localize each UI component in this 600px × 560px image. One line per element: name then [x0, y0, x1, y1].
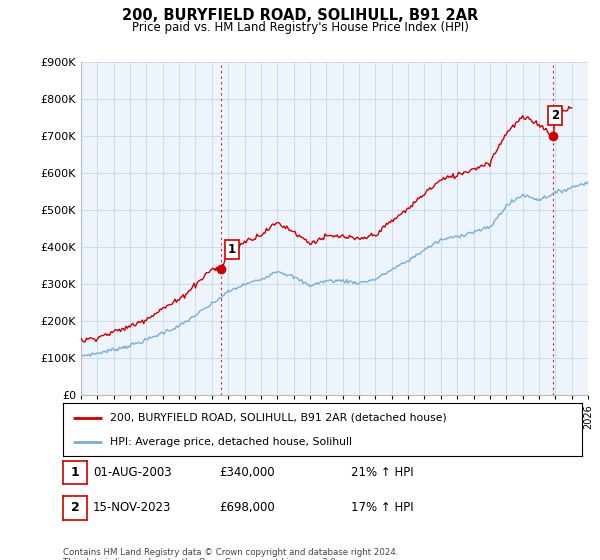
Text: 200, BURYFIELD ROAD, SOLIHULL, B91 2AR (detached house): 200, BURYFIELD ROAD, SOLIHULL, B91 2AR (…	[110, 413, 446, 423]
Text: HPI: Average price, detached house, Solihull: HPI: Average price, detached house, Soli…	[110, 437, 352, 447]
Text: £340,000: £340,000	[219, 466, 275, 479]
Text: 2: 2	[71, 501, 79, 515]
Text: 1: 1	[71, 466, 79, 479]
Text: 2: 2	[551, 109, 559, 122]
Text: 1: 1	[228, 244, 236, 256]
Text: 21% ↑ HPI: 21% ↑ HPI	[351, 466, 413, 479]
Text: £698,000: £698,000	[219, 501, 275, 515]
Text: 01-AUG-2003: 01-AUG-2003	[93, 466, 172, 479]
Text: 200, BURYFIELD ROAD, SOLIHULL, B91 2AR: 200, BURYFIELD ROAD, SOLIHULL, B91 2AR	[122, 8, 478, 24]
Text: 15-NOV-2023: 15-NOV-2023	[93, 501, 172, 515]
Text: Contains HM Land Registry data © Crown copyright and database right 2024.
This d: Contains HM Land Registry data © Crown c…	[63, 548, 398, 560]
Text: 17% ↑ HPI: 17% ↑ HPI	[351, 501, 413, 515]
Text: Price paid vs. HM Land Registry's House Price Index (HPI): Price paid vs. HM Land Registry's House …	[131, 21, 469, 34]
